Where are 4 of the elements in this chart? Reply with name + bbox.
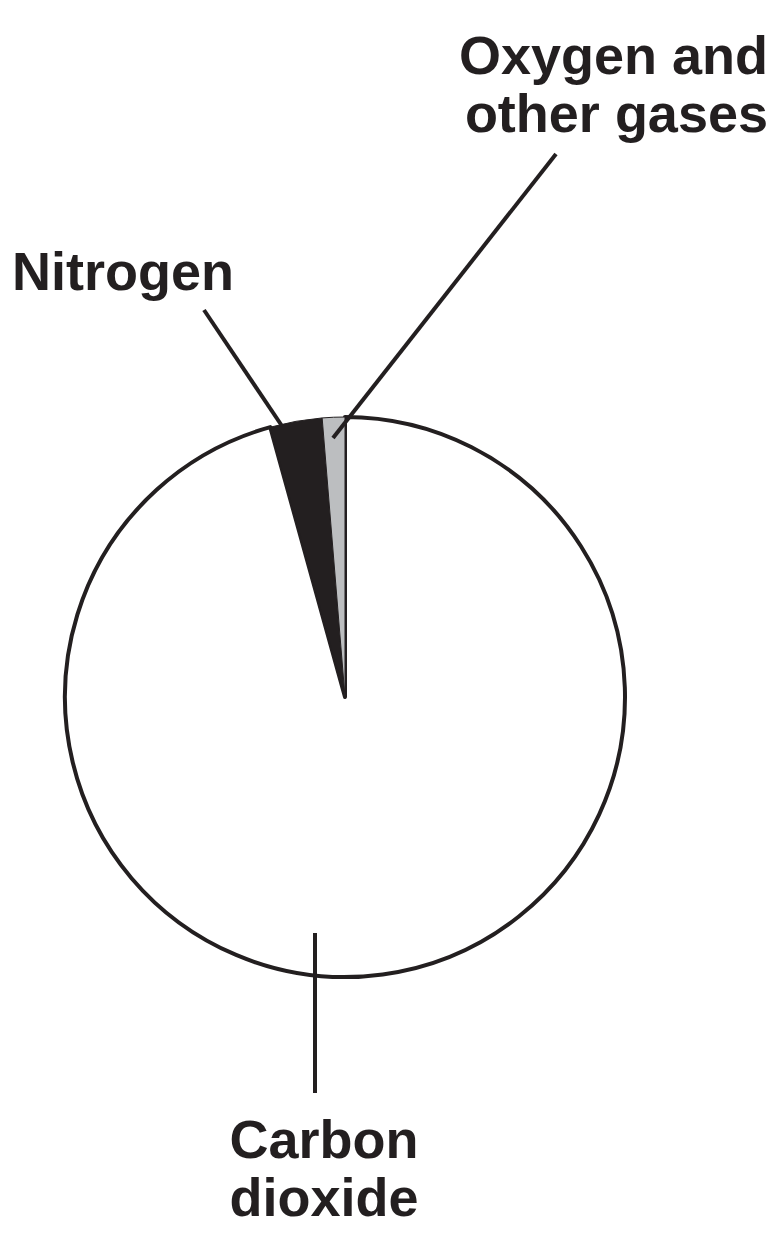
slice-label: Oxygen and other gases bbox=[458, 25, 768, 143]
pie-slice bbox=[63, 415, 627, 979]
slice-label: Carbon dioxide bbox=[229, 1109, 419, 1227]
slice-label: Nitrogen bbox=[12, 241, 234, 301]
